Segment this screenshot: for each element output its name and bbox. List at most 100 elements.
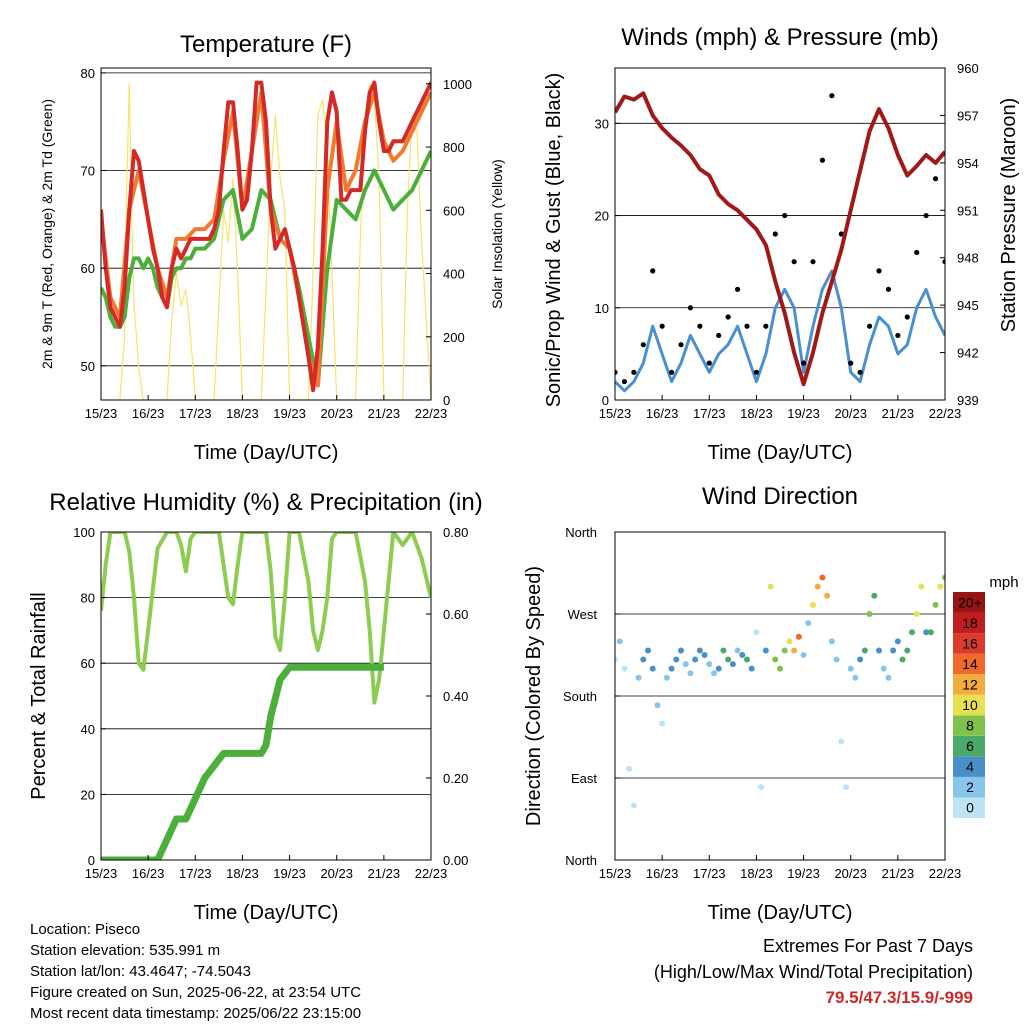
gust-point xyxy=(659,323,665,329)
direction-point xyxy=(904,647,911,654)
direction-point xyxy=(890,647,897,654)
y-tick-label: West xyxy=(568,607,598,622)
location-text: Location: Piseco xyxy=(30,921,141,938)
x-tick-label: 22/23 xyxy=(929,866,962,881)
gust-point xyxy=(753,369,760,375)
direction-point xyxy=(772,656,779,663)
direction-point xyxy=(753,629,760,636)
y-tick-label: 60 xyxy=(81,656,95,671)
gust-point xyxy=(810,259,816,265)
y2-tick-label: 945 xyxy=(957,298,979,313)
colorbar-label: 16 xyxy=(962,635,978,651)
y2-tick-label: 0.40 xyxy=(443,689,468,704)
x-tick-label: 21/23 xyxy=(882,406,915,421)
wind-frame xyxy=(614,67,946,401)
direction-point xyxy=(932,601,939,608)
rh-marks xyxy=(101,532,431,860)
x-tick-label: 21/23 xyxy=(882,866,915,881)
y2-tick-label: 939 xyxy=(957,393,979,408)
wind-line xyxy=(615,269,945,393)
colorbar-label: 4 xyxy=(966,759,974,775)
direction-point xyxy=(758,784,765,791)
colorbar-label: 6 xyxy=(966,738,974,754)
solar-line xyxy=(101,83,431,400)
direction-point xyxy=(615,656,618,663)
y2-tick-label: 942 xyxy=(957,346,979,361)
direction-xlabel: Time (Day/UTC) xyxy=(708,902,853,924)
latlon-text: Station lat/lon: 43.4647; -74.5043 xyxy=(30,963,252,980)
precip-line xyxy=(101,663,384,860)
gust-point xyxy=(615,369,618,375)
colorbar-swatch xyxy=(953,633,985,654)
colorbar-label: 14 xyxy=(962,656,978,672)
y-tick-label: 20 xyxy=(595,209,609,224)
x-tick-label: 16/23 xyxy=(132,866,165,881)
colorbar-swatch xyxy=(953,674,985,695)
direction-point xyxy=(762,647,769,654)
direction-point xyxy=(711,670,717,677)
y-tick-label: North xyxy=(565,853,597,868)
y-tick-label: 50 xyxy=(81,359,95,374)
colorbar-swatch xyxy=(953,756,985,777)
y-tick-label: 80 xyxy=(81,591,95,606)
extremes-values: 79.5/47.3/15.9/-999 xyxy=(825,988,973,1007)
x-tick-label: 22/23 xyxy=(415,406,448,421)
gust-point xyxy=(848,360,854,366)
gust-point xyxy=(697,323,703,329)
direction-point xyxy=(734,647,741,654)
temperature-panel: Temperature (F) Time (Day/UTC) 2m & 9m T… xyxy=(39,31,505,464)
colorbar-label: 2 xyxy=(966,779,974,795)
gust-point xyxy=(687,305,694,311)
rh-line xyxy=(101,532,431,705)
x-tick-label: 15/23 xyxy=(85,406,118,421)
direction-point xyxy=(786,638,793,645)
temperature-frame xyxy=(100,67,432,401)
gust-point xyxy=(631,369,637,375)
direction-point xyxy=(876,647,882,654)
dewpoint-line xyxy=(101,150,431,388)
gust-point xyxy=(857,369,863,375)
direction-point xyxy=(663,674,670,681)
wind-title: Winds (mph) & Pressure (mb) xyxy=(621,24,938,51)
colorbar-swatch xyxy=(953,797,985,818)
temperature-title: Temperature (F) xyxy=(180,31,352,58)
x-tick-label: 16/23 xyxy=(646,866,679,881)
colorbar-swatch xyxy=(953,715,985,736)
direction-point xyxy=(706,661,713,668)
rh-title: Relative Humidity (%) & Precipitation (i… xyxy=(49,489,482,516)
direction-point xyxy=(847,665,854,672)
gust-point xyxy=(782,212,788,219)
colorbar-label: 10 xyxy=(962,697,978,713)
direction-title: Wind Direction xyxy=(702,483,858,510)
x-tick-label: 15/23 xyxy=(599,866,632,881)
gust-point xyxy=(640,342,646,348)
gust-point xyxy=(819,157,826,163)
y2-tick-label: 0 xyxy=(443,393,450,408)
x-tick-label: 17/23 xyxy=(693,866,726,881)
gust-point xyxy=(942,259,945,265)
y-tick-label: East xyxy=(571,771,597,786)
direction-point xyxy=(791,647,798,654)
direction-point xyxy=(824,592,831,599)
direction-point xyxy=(871,592,878,599)
temperature-xlabel: Time (Day/UTC) xyxy=(194,442,339,464)
x-tick-label: 17/23 xyxy=(693,406,726,421)
direction-point xyxy=(616,638,623,645)
y-tick-label: 80 xyxy=(81,66,95,81)
wind-panel: Winds (mph) & Pressure (mb) Time (Day/UT… xyxy=(543,24,1020,464)
direction-point xyxy=(814,583,821,590)
y-tick-label: 40 xyxy=(81,722,95,737)
direction-point xyxy=(852,674,859,681)
rh-ylabel-left: Percent & Total Rainfall xyxy=(28,592,50,800)
y-tick-label: South xyxy=(563,689,597,704)
direction-point xyxy=(913,611,920,617)
direction-grid xyxy=(615,613,945,779)
x-tick-label: 20/23 xyxy=(320,866,353,881)
wind-xlabel: Time (Day/UTC) xyxy=(708,442,853,464)
direction-point xyxy=(654,702,661,709)
gust-point xyxy=(763,323,769,329)
wind-marks xyxy=(615,91,945,393)
x-tick-label: 18/23 xyxy=(740,866,773,881)
extremes-heading: Extremes For Past 7 Days xyxy=(762,936,973,956)
